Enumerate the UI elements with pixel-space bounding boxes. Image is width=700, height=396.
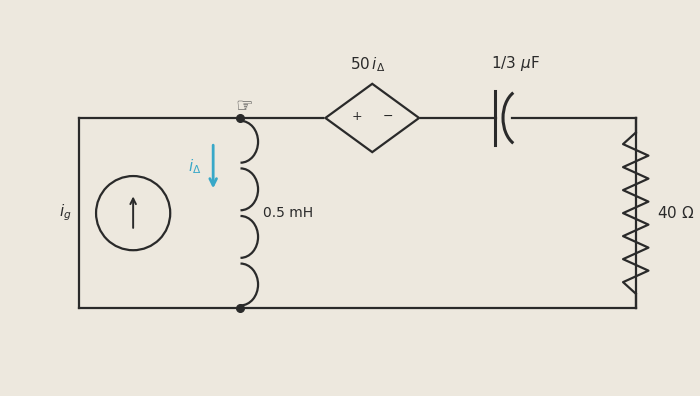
Text: $50\,i_\Delta$: $50\,i_\Delta$ bbox=[350, 55, 385, 74]
Text: ☞: ☞ bbox=[236, 97, 253, 116]
Text: −: − bbox=[383, 110, 393, 122]
Text: 0.5 mH: 0.5 mH bbox=[263, 206, 313, 220]
Text: +: + bbox=[351, 110, 362, 122]
Text: $i_\Delta$: $i_\Delta$ bbox=[188, 158, 202, 176]
Text: 1/3 $\mu$F: 1/3 $\mu$F bbox=[491, 54, 540, 73]
Text: 40 $\Omega$: 40 $\Omega$ bbox=[657, 205, 694, 221]
Text: $i_g$: $i_g$ bbox=[59, 203, 71, 223]
